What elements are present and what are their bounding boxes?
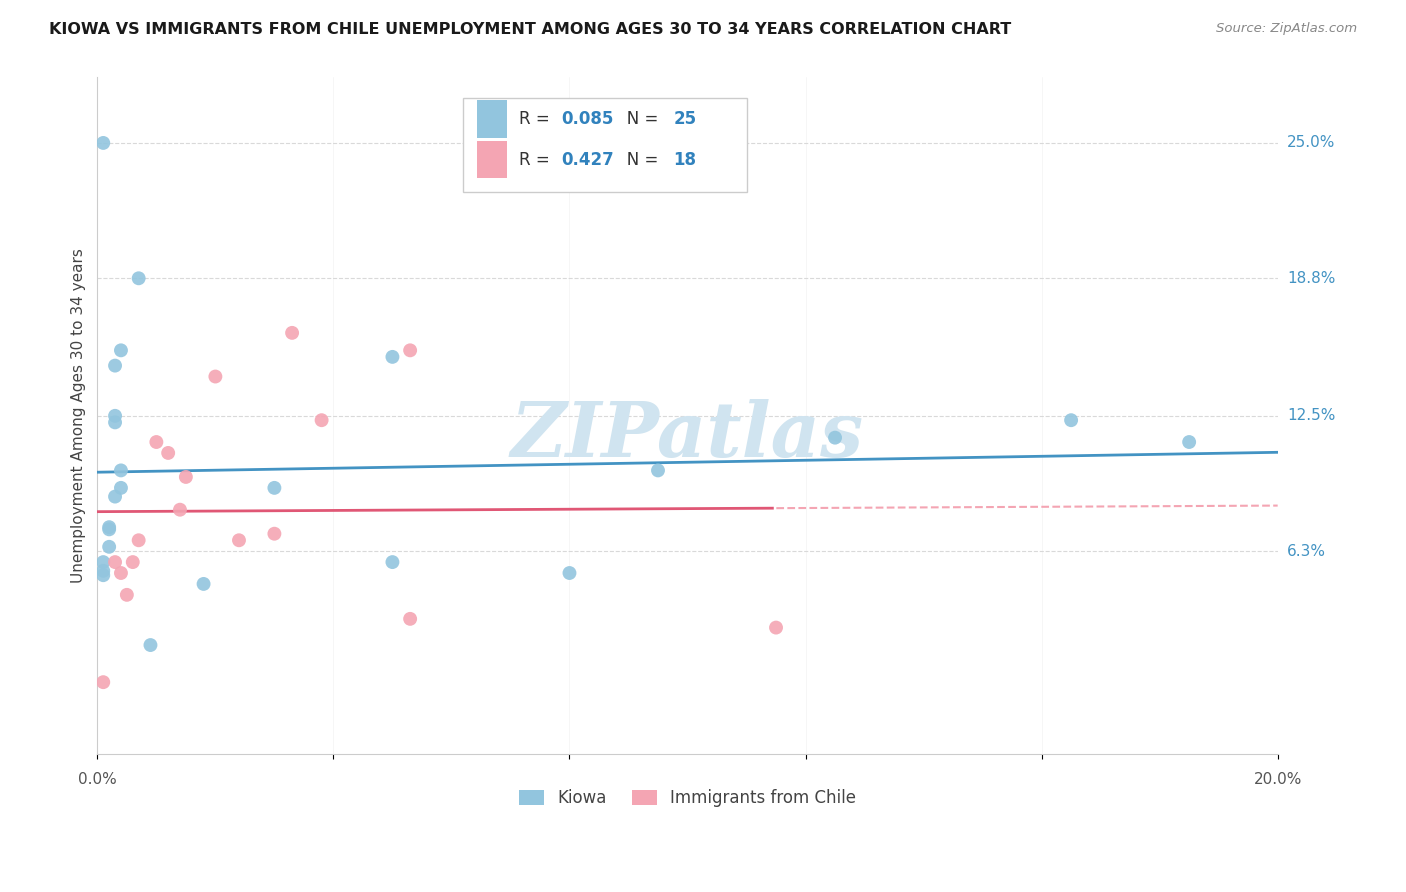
Text: 25.0%: 25.0% xyxy=(1286,136,1336,151)
Point xyxy=(228,533,250,548)
Text: 18: 18 xyxy=(673,151,696,169)
Point xyxy=(98,520,121,534)
Point xyxy=(91,568,114,582)
FancyBboxPatch shape xyxy=(478,100,508,137)
Text: 25: 25 xyxy=(673,110,696,128)
Point xyxy=(91,675,114,690)
Point xyxy=(145,435,167,450)
Text: 0.085: 0.085 xyxy=(561,110,613,128)
Point xyxy=(381,350,404,364)
Text: Source: ZipAtlas.com: Source: ZipAtlas.com xyxy=(1216,22,1357,36)
Text: 6.3%: 6.3% xyxy=(1286,544,1326,558)
Text: 18.8%: 18.8% xyxy=(1286,271,1336,285)
Point xyxy=(169,502,191,516)
Point xyxy=(263,526,285,541)
Text: N =: N = xyxy=(610,110,664,128)
Point xyxy=(91,136,114,150)
Point xyxy=(115,588,138,602)
Point xyxy=(204,369,226,384)
Point xyxy=(104,359,127,373)
Point xyxy=(128,271,150,285)
Point xyxy=(110,481,132,495)
Point xyxy=(399,612,422,626)
Point xyxy=(98,540,121,554)
Point xyxy=(558,566,581,580)
Text: 0.0%: 0.0% xyxy=(77,772,117,787)
Text: KIOWA VS IMMIGRANTS FROM CHILE UNEMPLOYMENT AMONG AGES 30 TO 34 YEARS CORRELATIO: KIOWA VS IMMIGRANTS FROM CHILE UNEMPLOYM… xyxy=(49,22,1011,37)
Point xyxy=(399,343,422,358)
Legend: Kiowa, Immigrants from Chile: Kiowa, Immigrants from Chile xyxy=(512,782,863,814)
FancyBboxPatch shape xyxy=(463,98,747,193)
Point xyxy=(104,555,127,569)
Point xyxy=(91,564,114,578)
Point xyxy=(157,446,180,460)
Text: 20.0%: 20.0% xyxy=(1254,772,1302,787)
Text: R =: R = xyxy=(519,110,555,128)
Text: R =: R = xyxy=(519,151,555,169)
Point xyxy=(311,413,333,427)
Point xyxy=(98,522,121,536)
Text: N =: N = xyxy=(610,151,664,169)
Point xyxy=(104,490,127,504)
Point xyxy=(104,409,127,423)
Point xyxy=(121,555,143,569)
Point xyxy=(91,555,114,569)
Point xyxy=(824,431,846,445)
Point xyxy=(1178,435,1201,450)
Point xyxy=(104,416,127,430)
Point xyxy=(128,533,150,548)
Point xyxy=(381,555,404,569)
Y-axis label: Unemployment Among Ages 30 to 34 years: Unemployment Among Ages 30 to 34 years xyxy=(72,248,86,583)
Point xyxy=(281,326,304,340)
Point xyxy=(110,343,132,358)
Point xyxy=(1060,413,1083,427)
Point xyxy=(110,566,132,580)
Text: 12.5%: 12.5% xyxy=(1286,409,1336,424)
Point xyxy=(647,463,669,477)
Point xyxy=(263,481,285,495)
Point xyxy=(139,638,162,652)
FancyBboxPatch shape xyxy=(478,141,508,178)
Point xyxy=(110,463,132,477)
Point xyxy=(193,577,215,591)
Point xyxy=(765,621,787,635)
Text: 0.427: 0.427 xyxy=(561,151,614,169)
Point xyxy=(174,470,197,484)
Text: ZIPatlas: ZIPatlas xyxy=(510,399,865,473)
